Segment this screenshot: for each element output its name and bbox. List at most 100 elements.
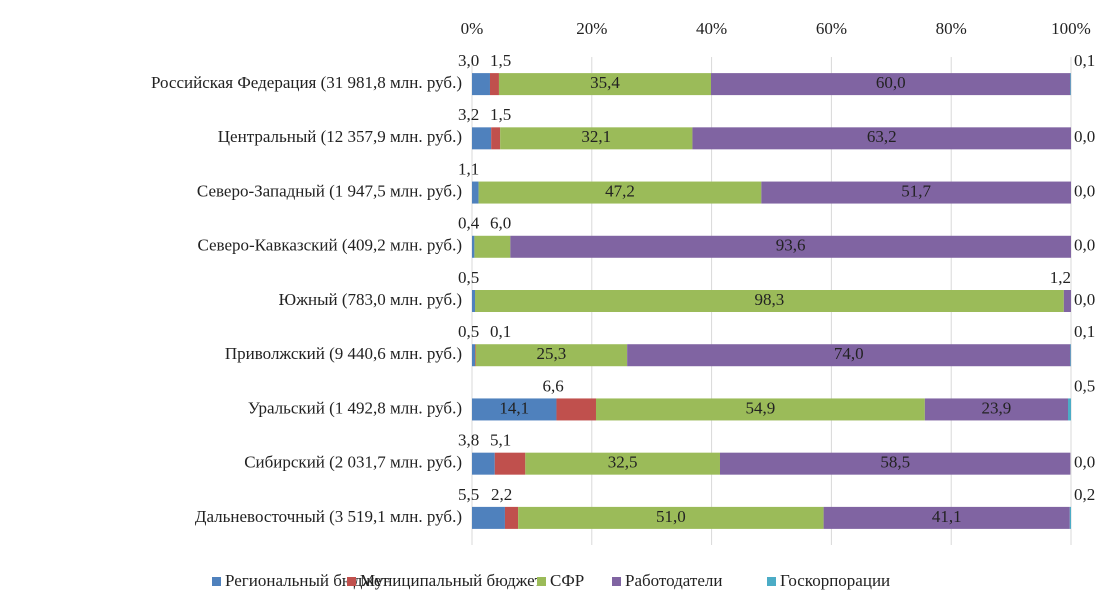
legend-label: Работодатели [625,571,722,590]
data-label: 0,0 [1074,127,1095,146]
legend-swatch [537,577,546,586]
bar-segment [719,452,1071,475]
bar-segment [472,181,479,204]
data-label: 0,5 [1074,376,1095,395]
bar-segment [518,506,824,529]
x-tick-label: 100% [1051,19,1091,38]
bar-segment [692,127,1071,150]
bar-segment [472,290,475,312]
data-label: 0,5 [458,322,479,341]
bar-segment [474,235,511,258]
data-label: 0,1 [490,322,511,341]
bar-segment [525,452,720,475]
bar-segment [489,73,499,96]
data-label: 51,0 [656,507,686,526]
category-label: Дальневосточный (3 519,1 млн. руб.) [195,507,462,526]
data-label: 0,1 [1074,51,1095,70]
data-label: 74,0 [834,344,864,363]
category-label: Северо-Западный (1 947,5 млн. руб.) [197,181,462,200]
data-label: 1,5 [490,105,511,124]
legend-label: Госкорпорации [780,571,890,590]
data-label: 25,3 [536,344,566,363]
data-label: 98,3 [755,290,785,309]
data-label: 6,6 [542,376,563,395]
x-tick-label: 20% [576,19,607,38]
bar-segment [627,344,1071,367]
bar-segment [504,506,519,529]
data-label: 1,2 [1050,268,1071,287]
bar-segment [472,506,505,529]
data-label: 58,5 [880,453,910,472]
legend-swatch [612,577,621,586]
x-tick-label: 80% [936,19,967,38]
bar-segment [823,506,1070,529]
data-label: 1,1 [458,159,479,178]
bar-segment [498,73,712,96]
data-label: 93,6 [776,236,806,255]
data-label: 32,5 [608,453,638,472]
legend-label: Муниципальный бюджет [360,571,543,590]
x-tick-label: 60% [816,19,847,38]
data-label: 3,0 [458,51,479,70]
bar-segment [472,235,475,258]
bar-segment [1070,344,1071,367]
legend-swatch [767,577,776,586]
data-label: 5,1 [490,431,511,450]
x-tick-label: 40% [696,19,727,38]
bar-segment [472,344,475,367]
bar-segment [472,73,490,96]
category-label: Сибирский (2 031,7 млн. руб.) [244,453,462,472]
bar-segment [595,398,925,421]
data-label: 32,1 [581,127,611,146]
bar-segment [491,127,501,150]
data-label: 60,0 [876,73,906,92]
data-label: 0,0 [1074,181,1095,200]
data-label: 2,2 [491,485,512,504]
bar-segment [1069,506,1071,529]
category-label: Российская Федерация (31 981,8 млн. руб.… [151,73,462,92]
bar-segment [1063,290,1071,312]
data-label: 35,4 [590,73,620,92]
data-label: 63,2 [867,127,897,146]
data-label: 0,4 [458,214,480,233]
data-label: 0,5 [458,268,479,287]
bar-segment [556,398,596,421]
bar-segment [1070,73,1071,96]
category-label: Приволжский (9 440,6 млн. руб.) [225,344,462,363]
category-label: Южный (783,0 млн. руб.) [279,290,462,309]
bar-segment [474,344,476,367]
x-tick-label: 0% [461,19,484,38]
bar-segment [478,181,762,204]
data-label: 14,1 [499,398,529,417]
category-label: Северо-Кавказский (409,2 млн. руб.) [197,236,462,255]
bar-segment [761,181,1071,204]
legend-swatch [347,577,356,586]
legend-swatch [212,577,221,586]
bar-segment [472,452,495,475]
bar-segment [711,73,1071,96]
bar-segment [472,127,492,150]
data-label: 0,0 [1074,290,1095,309]
bar-segment [510,235,1071,258]
category-label: Уральский (1 492,8 млн. руб.) [248,398,462,417]
bar-segment [472,398,557,421]
data-label: 41,1 [932,507,962,526]
data-label: 6,0 [490,214,511,233]
data-label: 0,0 [1074,236,1095,255]
bar-segment [924,398,1069,421]
bar-segment [1068,398,1071,421]
data-label: 51,7 [901,181,931,200]
data-label: 0,0 [1074,453,1095,472]
bar-segment [474,290,1064,312]
bar-segment [494,452,526,475]
data-label: 0,1 [1074,322,1095,341]
data-label: 1,5 [490,51,511,70]
data-label: 5,5 [458,485,479,504]
data-label: 3,8 [458,431,479,450]
data-label: 54,9 [746,398,776,417]
data-label: 23,9 [982,398,1012,417]
data-label: 3,2 [458,105,479,124]
legend-label: СФР [550,571,584,590]
bar-segment [500,127,693,150]
